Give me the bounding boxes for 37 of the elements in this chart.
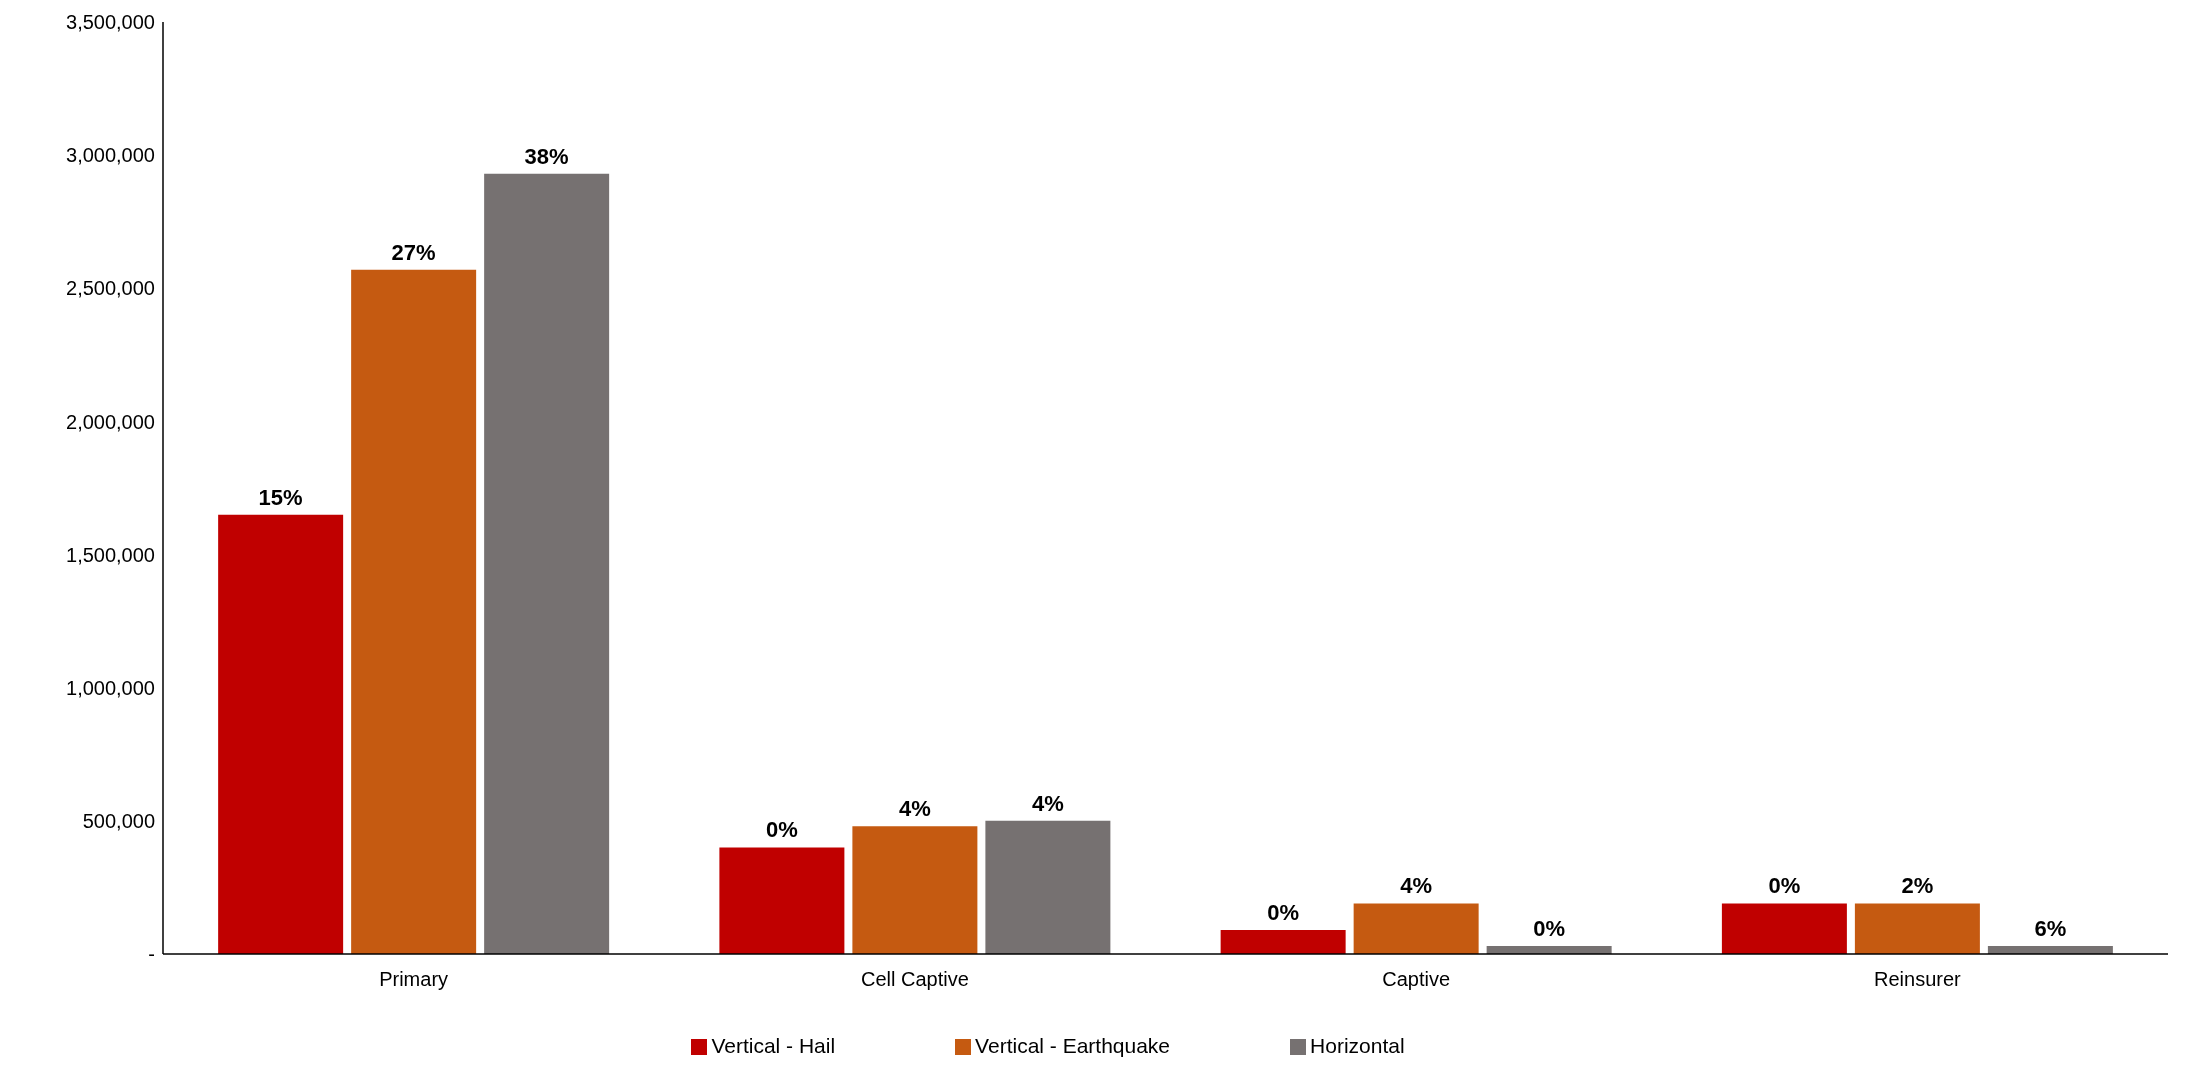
annotation: 0% [1267,900,1300,926]
bar [1854,903,1980,954]
bar [484,173,610,954]
x-tick-label: Reinsurer [1874,968,1962,991]
bar [1353,903,1479,954]
y-tick-label: - [148,943,155,966]
x-tick-label: Primary [379,968,449,991]
legend-label: Vertical - Hail [711,1034,836,1057]
annotation: 4% [898,796,931,822]
bar [351,269,477,954]
bar [719,847,845,954]
bar [1220,930,1346,954]
annotation: 38% [524,143,569,169]
bar [852,826,978,954]
annotation: 0% [1768,873,1801,899]
y-tick-label: 3,500,000 [66,11,155,34]
annotation: 27% [391,239,436,265]
x-tick-label: Captive [1382,968,1451,991]
y-tick-label: 3,000,000 [66,144,155,167]
bar [1721,903,1847,954]
y-tick-label: 500,000 [82,809,155,832]
annotation: 0% [765,817,798,843]
y-tick-label: 1,000,000 [66,676,155,699]
bar [985,820,1111,954]
y-tick-label: 1,500,000 [66,543,155,566]
annotation: 15% [258,484,303,510]
annotation: 4% [1031,790,1064,816]
legend-label: Horizontal [1310,1034,1405,1057]
annotation: 0% [1533,916,1566,942]
annotation: 2% [1901,873,1934,899]
annotation: 6% [2034,916,2067,942]
y-tick-label: 2,000,000 [66,410,155,433]
y-tick-label: 2,500,000 [66,277,155,300]
annotation: 4% [1400,873,1433,899]
bar [218,514,344,954]
legend-label: Vertical - Earthquake [975,1034,1171,1057]
x-tick-label: Cell Captive [860,968,969,991]
